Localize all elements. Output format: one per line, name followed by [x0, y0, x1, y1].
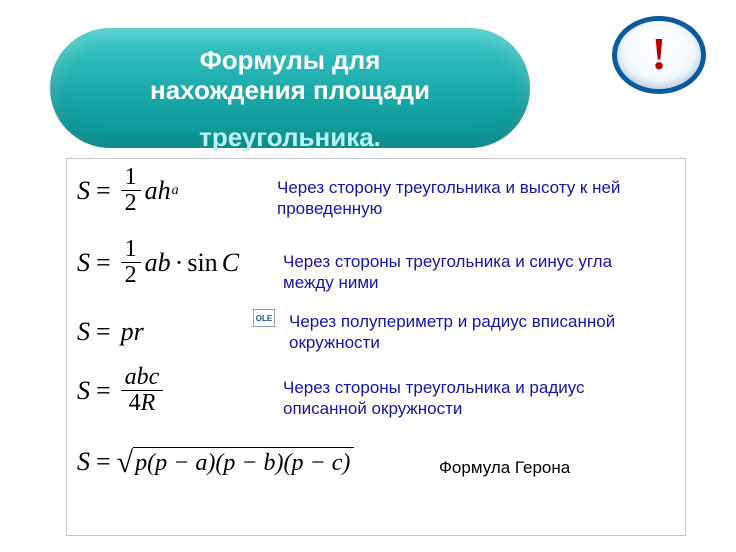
sym-eq: =: [96, 376, 111, 406]
frac-half-1: 1 2: [121, 165, 141, 216]
num: 1: [121, 237, 141, 262]
formula-5: S = √ p(p − a)(p − b)(p − c): [77, 447, 354, 477]
exclamation-icon: !: [651, 27, 666, 80]
title-line3: треугольника.: [50, 122, 530, 153]
formula-1: S = 1 2 aha: [77, 165, 179, 216]
attention-badge: !: [612, 16, 706, 94]
formula-row-4: S = abc 4R: [77, 365, 167, 416]
sub-a: a: [172, 183, 179, 199]
formula-row-3: S = pr: [77, 317, 144, 347]
den-4R: 4R: [125, 391, 160, 416]
sym-eq: =: [96, 317, 111, 347]
formula-2: S = 1 2 ab · sin C: [77, 237, 239, 288]
desc-3: Через полупериметр и радиус вписанной ок…: [289, 311, 669, 354]
sym-ah: ah: [145, 176, 171, 206]
ole-icon[interactable]: OLE: [253, 309, 275, 327]
formula-row-1: S = 1 2 aha: [77, 165, 179, 216]
den: 2: [121, 263, 141, 288]
sym-S: S: [77, 317, 90, 347]
frac-half-2: 1 2: [121, 237, 141, 288]
title-text: Формулы для нахождения площади: [150, 46, 430, 106]
desc-5: Формула Герона: [439, 457, 570, 478]
desc-1: Через сторону треугольника и высоту к не…: [277, 177, 657, 220]
sym-S: S: [77, 447, 90, 477]
num-abc: abc: [121, 365, 164, 390]
formula-4: S = abc 4R: [77, 365, 167, 416]
sym-pr: pr: [121, 317, 144, 347]
sym-sin: sin: [187, 248, 217, 278]
sym-S: S: [77, 248, 90, 278]
title-line1: Формулы для: [200, 45, 381, 75]
frac-abc4R: abc 4R: [121, 365, 164, 416]
sym-eq: =: [96, 176, 111, 206]
sym-eq: =: [96, 248, 111, 278]
sqrt: √ p(p − a)(p − b)(p − c): [117, 447, 355, 477]
sym-C: C: [222, 248, 239, 278]
sym-S: S: [77, 376, 90, 406]
desc-2: Через стороны треугольника и синус угла …: [283, 251, 663, 294]
sqrt-sign: √: [117, 449, 133, 479]
num: 1: [121, 165, 141, 190]
title-line2: нахождения площади: [150, 75, 430, 105]
formula-3: S = pr: [77, 317, 144, 347]
formula-row-2: S = 1 2 ab · sin C: [77, 237, 239, 288]
den: 2: [121, 191, 141, 216]
sym-eq: =: [96, 447, 111, 477]
sym-dot: ·: [175, 248, 184, 278]
sym-ab: ab: [145, 248, 171, 278]
formula-box: S = 1 2 aha Через сторону треугольника и…: [66, 158, 686, 536]
formula-row-5: S = √ p(p − a)(p − b)(p − c): [77, 447, 354, 477]
sym-S: S: [77, 176, 90, 206]
desc-4: Через стороны треугольника и радиус опис…: [283, 377, 663, 420]
sqrt-body: p(p − a)(p − b)(p − c): [133, 447, 354, 477]
